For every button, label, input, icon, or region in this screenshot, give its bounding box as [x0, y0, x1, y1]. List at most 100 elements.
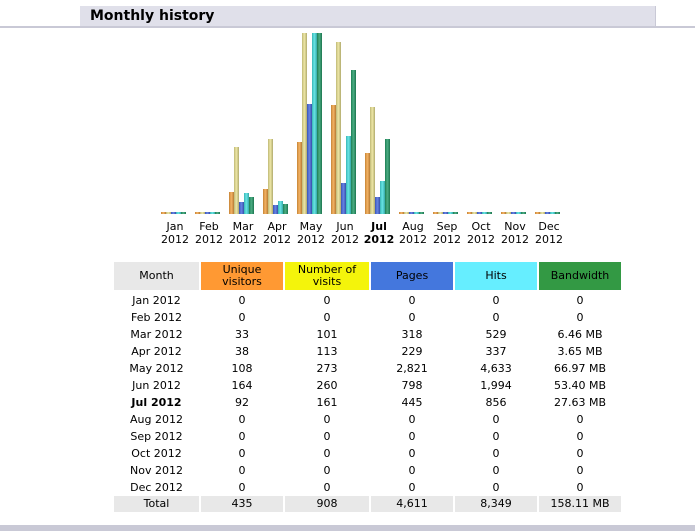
chart-month-labels: Jan2012Feb2012Mar2012Apr2012May2012Jun20… — [161, 220, 563, 246]
month-tick-label: Mar — [233, 220, 254, 233]
month-tick-label: Jun — [335, 220, 353, 233]
cell-unique-visitors: 0 — [238, 294, 246, 307]
bar-shading — [385, 139, 390, 214]
cell-hits: 8,349 — [455, 496, 537, 512]
cell-visits: 101 — [316, 328, 338, 341]
month-tick-label: 2012 — [161, 233, 189, 246]
bar-shading — [278, 201, 283, 214]
cell-month: Sep 2012 — [130, 430, 183, 443]
cell-visits: 161 — [316, 396, 338, 409]
table-row: Mar 2012 33 101 318 529 6.46 MB — [114, 326, 621, 343]
cell-pages: 0 — [408, 481, 416, 494]
cell-hits: 0 — [492, 294, 500, 307]
table-row: Nov 2012 0 0 0 0 0 — [114, 462, 621, 479]
bar-shading — [239, 202, 244, 214]
bar-shading — [419, 212, 424, 214]
month-tick-label: 2012 — [433, 233, 461, 246]
cell-bandwidth: 0 — [576, 464, 584, 477]
bar-shading — [346, 136, 351, 214]
cell-hits: 0 — [492, 430, 500, 443]
cell-month: Jan 2012 — [132, 294, 181, 307]
month-tick-label: 2012 — [331, 233, 359, 246]
cell-pages: 0 — [408, 464, 416, 477]
cell-unique-visitors: 33 — [235, 328, 249, 341]
cell-month: Jun 2012 — [132, 379, 181, 392]
cell-pages: 798 — [401, 379, 423, 392]
col-header-bandwidth: Bandwidth — [539, 262, 621, 292]
cell-visits: 0 — [323, 447, 331, 460]
cell-visits: 260 — [316, 379, 338, 392]
cell-hits: 4,633 — [480, 362, 512, 375]
cell-month: Total — [114, 496, 199, 512]
bar-shading — [487, 212, 492, 214]
cell-visits: 0 — [323, 413, 331, 426]
bar-shading — [263, 189, 268, 214]
cell-month: Apr 2012 — [131, 345, 182, 358]
cell-visits: 908 — [285, 496, 369, 512]
cell-hits: 337 — [485, 345, 507, 358]
section-header: Monthly history — [0, 6, 695, 28]
cell-month: Aug 2012 — [130, 413, 183, 426]
cell-pages: 445 — [401, 396, 423, 409]
bar-shading — [501, 212, 506, 214]
month-tick-label: 2012 — [467, 233, 495, 246]
monthly-bar-chart: Jan2012Feb2012Mar2012Apr2012May2012Jun20… — [161, 33, 563, 246]
month-tick-label: Dec — [538, 220, 559, 233]
bar-shading — [555, 212, 560, 214]
cell-visits: 0 — [323, 464, 331, 477]
cell-hits: 856 — [485, 396, 507, 409]
month-tick-label: 2012 — [297, 233, 325, 246]
col-header-pages: Pages — [371, 262, 453, 292]
bar-shading — [312, 33, 317, 214]
cell-unique-visitors: 0 — [238, 311, 246, 324]
bar-shading — [244, 193, 249, 214]
cell-hits: 0 — [492, 481, 500, 494]
table-row: Feb 2012 0 0 0 0 0 — [114, 309, 621, 326]
col-header-visits: Number of visits — [285, 262, 369, 292]
chart-bars — [161, 33, 560, 214]
cell-bandwidth: 0 — [576, 430, 584, 443]
bar-shading — [176, 212, 181, 214]
cell-month: Jul 2012 — [131, 396, 182, 409]
month-tick-label: Oct — [471, 220, 491, 233]
bar-shading — [409, 212, 414, 214]
monthly-stats-table: Month Unique visitors Number of visits P… — [112, 262, 623, 512]
section-title: Monthly history — [80, 6, 656, 26]
bar-shading — [205, 212, 210, 214]
cell-bandwidth: 0 — [576, 413, 584, 426]
bar-shading — [200, 212, 205, 214]
bar-shading — [341, 183, 346, 214]
cell-visits: 0 — [323, 481, 331, 494]
bar-shading — [268, 139, 273, 214]
bar-shading — [365, 153, 370, 214]
bar-shading — [540, 212, 545, 214]
cell-pages: 0 — [408, 294, 416, 307]
table-row: Jan 2012 0 0 0 0 0 — [114, 292, 621, 309]
bar-shading — [404, 212, 409, 214]
table-header-row: Month Unique visitors Number of visits P… — [114, 262, 621, 292]
cell-unique-visitors: 0 — [238, 464, 246, 477]
bar-shading — [511, 212, 516, 214]
cell-bandwidth: 3.65 MB — [557, 345, 603, 358]
bar-shading — [550, 212, 555, 214]
table-row: Jun 2012 164 260 798 1,994 53.40 MB — [114, 377, 621, 394]
bar-shading — [302, 33, 307, 214]
cell-unique-visitors: 0 — [238, 413, 246, 426]
month-tick-label: 2012 — [501, 233, 529, 246]
bar-shading — [171, 212, 176, 214]
cell-unique-visitors: 0 — [238, 430, 246, 443]
cell-unique-visitors: 92 — [235, 396, 249, 409]
bar-shading — [535, 212, 540, 214]
bar-shading — [370, 107, 375, 214]
cell-unique-visitors: 435 — [201, 496, 283, 512]
bottom-rule — [0, 525, 695, 531]
bar-shading — [482, 212, 487, 214]
cell-month: Feb 2012 — [131, 311, 182, 324]
bar-shading — [506, 212, 511, 214]
month-tick-label: 2012 — [229, 233, 257, 246]
bar-shading — [380, 181, 385, 214]
cell-unique-visitors: 38 — [235, 345, 249, 358]
cell-hits: 0 — [492, 413, 500, 426]
cell-bandwidth: 27.63 MB — [553, 396, 607, 409]
cell-bandwidth: 0 — [576, 294, 584, 307]
